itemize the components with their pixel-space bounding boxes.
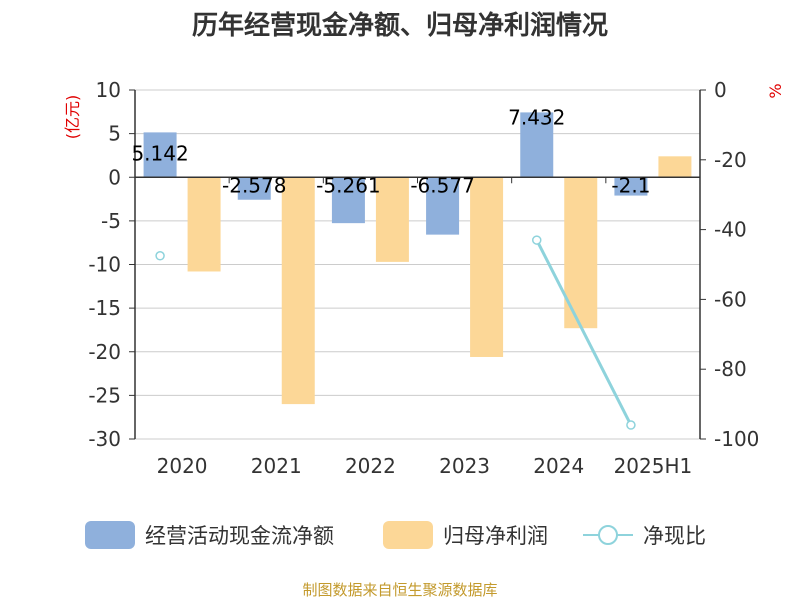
left-tick-label: -25 [88,383,121,407]
legend: 经营活动现金流净额 归母净利润 净现比 [85,521,706,549]
cashflow-data-label: -6.577 [410,173,474,197]
category-label: 2025H1 [614,454,693,478]
bar-net-profit [658,156,692,178]
category-label: 2023 [439,454,490,478]
legend-marker-ratio [598,525,618,545]
cashflow-data-label: 7.432 [508,105,565,129]
source-note: 制图数据来自恒生聚源数据库 [302,581,497,599]
data-labels: 5.142 -2.578 -5.261 -6.577 7.432 -2.1 [131,105,650,197]
ratio-point [155,251,165,261]
left-tick-label: -30 [88,427,121,451]
bar-cashflow [143,132,177,178]
cashflow-data-label: -2.1 [611,173,650,197]
ratio-line [155,235,636,430]
legend-swatch-net-profit [383,521,433,549]
right-tick-label: -40 [714,218,747,242]
left-tick-label: 5 [108,122,121,146]
axes [129,89,706,440]
right-tick-label: -100 [714,427,759,451]
tick-labels: 10 5 0 -5 -10 -15 -20 -25 -30 0 -20 -40 -60 -80 -100 20… [88,78,759,478]
legend-label-cashflow: 经营活动现金流净额 [145,524,334,548]
category-label: 2024 [533,454,584,478]
category-label: 2020 [157,454,208,478]
left-tick-label: 10 [96,78,121,102]
bar-cashflow [331,177,365,224]
left-tick-label: -10 [88,253,121,277]
left-tick-label: -15 [88,296,121,320]
category-label: 2021 [251,454,302,478]
cashflow-data-label: -5.261 [316,173,380,197]
legend-swatch-cashflow [85,521,135,549]
ratio-point [626,420,636,430]
bar-cashflow [237,177,271,200]
ratio-point [532,235,542,245]
legend-label-ratio: 净现比 [643,524,706,548]
category-label: 2022 [345,454,396,478]
bar-cashflow [614,177,648,196]
right-tick-label: -80 [714,357,747,381]
left-axis-unit: (亿元) [63,95,82,140]
bars [143,112,692,405]
bar-net-profit [187,177,221,272]
right-tick-label: 0 [714,78,727,102]
cashflow-data-label: 5.142 [131,141,188,165]
chart-title: 历年经营现金净额、归母净利润情况 [192,10,608,41]
left-tick-label: 0 [108,165,121,189]
left-tick-label: -20 [88,340,121,364]
bar-cashflow [520,112,554,178]
left-tick-label: -5 [101,209,121,233]
bar-net-profit [281,177,315,405]
right-tick-label: -20 [714,148,747,172]
cashflow-data-label: -2.578 [222,173,286,197]
bar-net-profit [375,177,409,262]
right-tick-label: -60 [714,287,747,311]
legend-label-net-profit: 归母净利润 [443,524,548,548]
bar-cashflow [426,177,460,235]
ratio-line-segment [535,239,633,426]
bar-net-profit [470,177,504,357]
right-axis-unit: % [766,83,785,98]
